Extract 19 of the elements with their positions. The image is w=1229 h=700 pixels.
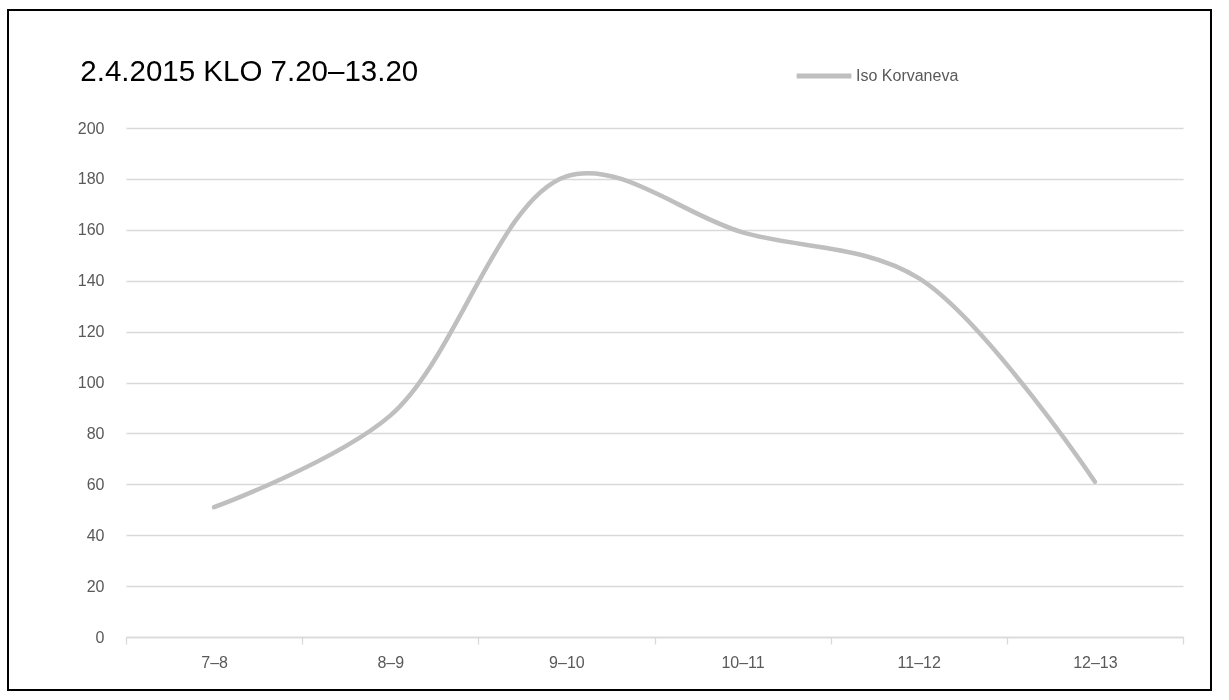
y-tick-label: 40 [86,526,105,544]
y-tick-label: 160 [77,221,105,239]
x-tick-label: 7–8 [201,653,229,671]
chart-title: 2.4.2015 KLO 7.20–13.20 [80,53,419,87]
legend-label: Iso Korvaneva [856,67,959,84]
x-tick-label: 9–10 [549,653,585,671]
y-tick-label: 60 [86,475,105,493]
y-tick-label: 100 [77,374,105,391]
y-tick-label: 200 [77,119,105,137]
x-tick-label: 10–11 [721,653,765,671]
x-tick-label: 12–13 [1073,653,1118,671]
y-tick-label: 80 [86,424,105,442]
y-tick-label: 120 [77,323,105,341]
y-tick-label: 140 [77,272,105,290]
x-tick-label: 8–9 [377,653,405,671]
x-tick-label: 11–12 [897,653,941,671]
y-tick-label: 20 [86,577,105,595]
y-tick-label: 0 [95,628,105,646]
y-tick-label: 180 [77,170,105,188]
